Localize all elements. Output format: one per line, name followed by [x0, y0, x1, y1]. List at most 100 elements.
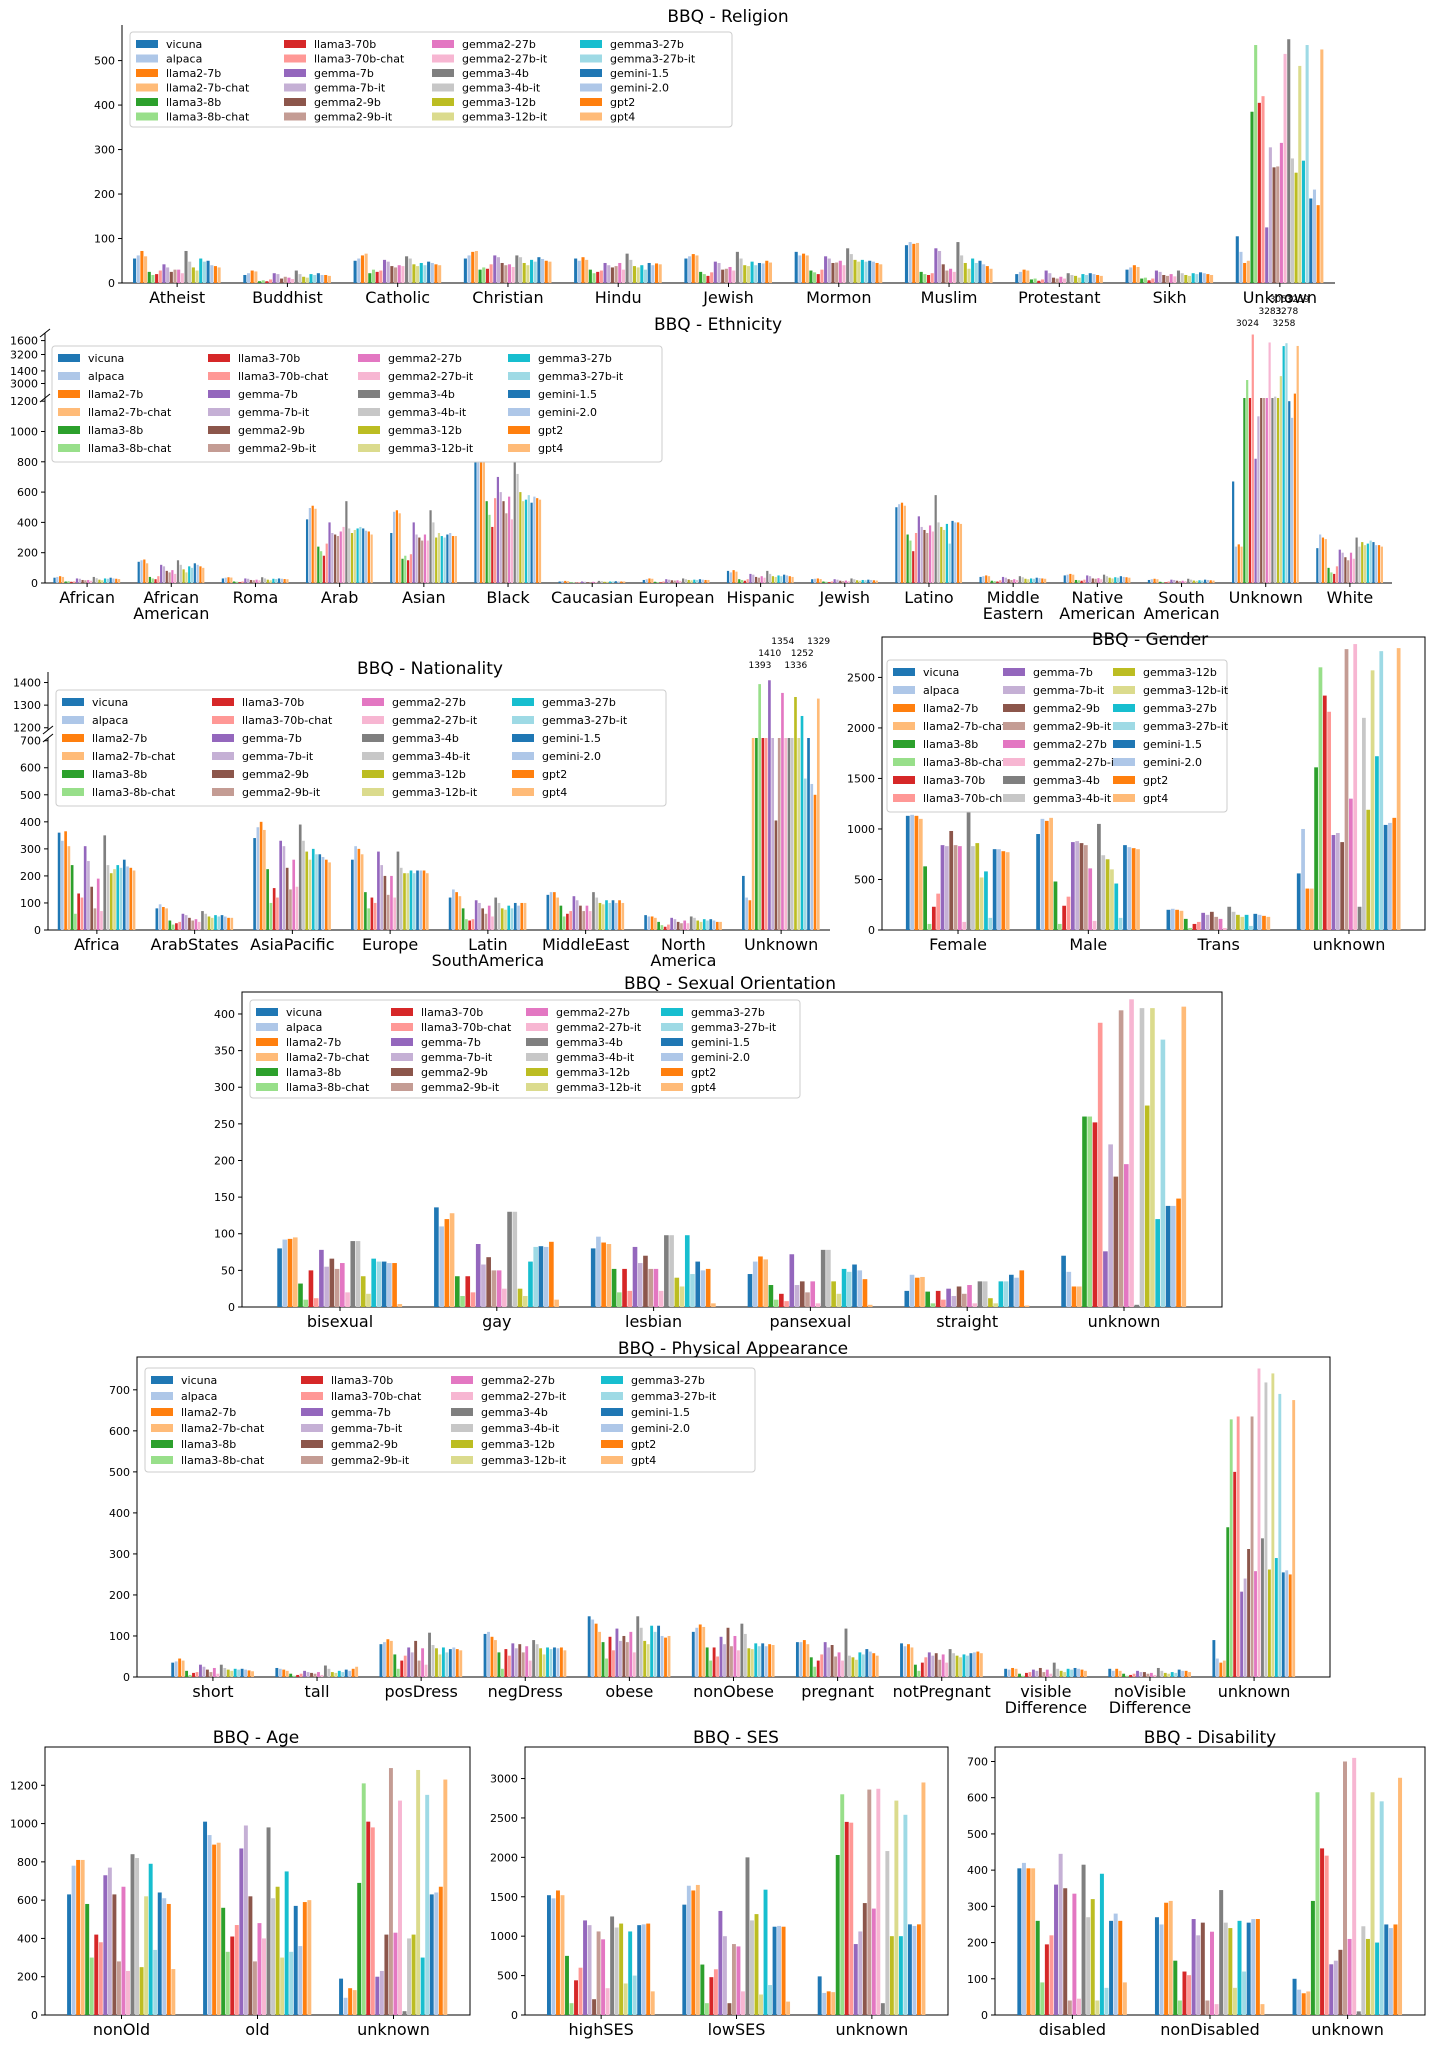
bar-sexual_orientation-3-4	[768, 1285, 774, 1307]
x-tick-label: Hispanic	[727, 588, 795, 607]
bar-ses-0-18	[628, 1931, 633, 2015]
bar-sexual_orientation-5-14	[1134, 1304, 1140, 1307]
legend-label: gpt2	[691, 1066, 716, 1079]
bar-nationality-2-6	[272, 888, 276, 930]
legend-swatch	[601, 1456, 623, 1464]
bar-ethnicity-14-14	[1271, 398, 1274, 583]
legend-label: gemma3-12b-it	[392, 786, 478, 799]
legend-swatch	[1113, 686, 1135, 694]
legend-swatch	[151, 1408, 173, 1416]
bar-religion-4-19	[643, 269, 648, 283]
bar-physical_appearance-0-17	[230, 1670, 234, 1677]
legend-swatch	[893, 668, 915, 676]
bar-nationality-1-5	[171, 924, 175, 930]
bar-religion-10-7	[1261, 96, 1265, 283]
bar-religion-3-13	[511, 266, 515, 283]
bar-ethnicity-7-6	[659, 582, 662, 583]
bar-religion-8-1	[1018, 271, 1022, 283]
bar-ethnicity-1-9	[162, 566, 166, 583]
bar-ses-2-13	[876, 1788, 881, 2015]
bar-physical_appearance-10-8	[1240, 1591, 1244, 1677]
bar-ethnicity-14-11	[1262, 398, 1266, 583]
legend-swatch	[451, 1440, 473, 1448]
bar-ethnicity-13-10	[1175, 580, 1179, 583]
bar-physical_appearance-0-20	[240, 1668, 244, 1677]
bar-ethnicity-14-18	[1282, 346, 1285, 583]
bar-physical_appearance-2-21	[452, 1647, 456, 1677]
legend-swatch	[580, 83, 602, 92]
bar-religion-9-8	[1154, 270, 1158, 283]
bar-gender-1-3	[1049, 817, 1053, 930]
bar-nationality-7-20	[807, 738, 810, 930]
bar-disability-0-4	[1035, 1920, 1040, 2015]
legend-swatch	[512, 734, 534, 742]
bar-ethnicity-0-21	[112, 578, 115, 583]
x-tick-label: Arab	[321, 588, 358, 607]
y-tick-label: 500	[854, 873, 875, 886]
bar-religion-3-9	[496, 257, 501, 283]
bar-physical_appearance-6-1	[799, 1642, 803, 1677]
bar-ses-2-12	[871, 1908, 876, 2015]
data-label: 3258	[1273, 319, 1296, 329]
bar-ethnicity-15-22	[1377, 545, 1381, 583]
bar-ethnicity-10-1	[898, 504, 901, 583]
bar-sexual_orientation-4-10	[956, 1286, 962, 1307]
bar-ses-2-18	[898, 1936, 903, 2015]
bar-ethnicity-8-18	[777, 575, 780, 583]
bar-ethnicity-11-11	[1010, 579, 1013, 583]
bar-sexual_orientation-3-3	[763, 1259, 768, 1307]
bar-ethnicity-0-23	[117, 579, 121, 583]
legend-swatch	[358, 354, 380, 362]
legend-label: gemma3-12b-it	[462, 111, 548, 124]
y-tick-label: 0	[31, 2009, 38, 2022]
legend-swatch	[62, 716, 84, 724]
bar-sexual_orientation-1-6	[465, 1276, 471, 1307]
bar-physical_appearance-6-3	[806, 1644, 810, 1677]
bar-physical_appearance-2-2	[386, 1639, 390, 1677]
x-tick-label-line: Middle	[987, 588, 1040, 607]
bar-gender-3-16	[1366, 809, 1371, 930]
legend-label: gemma3-27b-it	[691, 1021, 777, 1034]
bar-religion-2-0	[353, 260, 357, 283]
bar-ethnicity-3-1	[308, 508, 311, 583]
bar-ethnicity-7-23	[707, 579, 710, 583]
legend-swatch	[526, 1083, 548, 1091]
bar-ethnicity-0-18	[103, 578, 107, 583]
bar-nationality-5-13	[588, 911, 592, 930]
bar-ethnicity-15-11	[1347, 560, 1350, 583]
bar-ethnicity-4-9	[415, 534, 418, 583]
bar-sexual_orientation-5-1	[1066, 1271, 1072, 1307]
bar-ethnicity-2-14	[261, 577, 264, 583]
bar-sexual_orientation-5-15	[1139, 1008, 1145, 1307]
legend-label: gemma2-9b	[314, 96, 381, 109]
bar-physical_appearance-1-1	[278, 1668, 282, 1677]
bar-physical_appearance-10-15	[1264, 1382, 1268, 1677]
bar-nationality-6-8	[670, 917, 673, 930]
bar-disability-0-10	[1063, 1888, 1068, 2015]
x-tick-label: pregnant	[801, 1682, 874, 1701]
bar-nationality-4-23	[523, 902, 527, 930]
bar-ethnicity-2-17	[269, 580, 272, 583]
bar-gender-2-20	[1253, 913, 1258, 930]
bar-disability-2-23	[1398, 1777, 1403, 2015]
bar-ethnicity-11-1	[982, 576, 985, 583]
bar-sexual_orientation-0-0	[277, 1248, 282, 1307]
bar-religion-9-20	[1198, 272, 1203, 283]
x-tick-label-line: Difference	[1005, 1698, 1087, 1717]
x-tick-label: nonOld	[93, 2020, 150, 2039]
legend-swatch	[301, 1376, 323, 1384]
bar-religion-1-9	[276, 274, 280, 283]
legend-swatch	[601, 1408, 623, 1416]
y-tick-label: 1000	[847, 823, 875, 836]
bar-disability-2-13	[1352, 1757, 1357, 2015]
bar-nationality-4-3	[458, 896, 462, 930]
bar-nationality-0-13	[100, 911, 103, 930]
bar-religion-0-17	[195, 270, 199, 283]
bar-gender-3-10	[1340, 842, 1345, 930]
bar-physical_appearance-1-11	[313, 1673, 317, 1677]
legend-label: gemma2-9b-it	[1033, 720, 1112, 733]
bar-religion-8-3	[1026, 270, 1030, 283]
bar-physical_appearance-3-23	[563, 1650, 567, 1677]
bar-religion-2-22	[434, 264, 438, 283]
bar-physical_appearance-4-21	[660, 1635, 664, 1677]
